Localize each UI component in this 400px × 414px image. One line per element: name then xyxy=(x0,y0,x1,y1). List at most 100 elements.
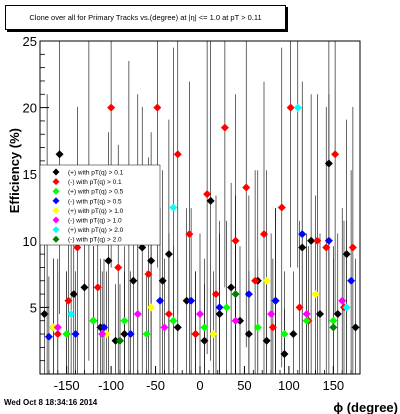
legend-label: (-) with pT(q) > 0.1 xyxy=(68,179,122,186)
data-point xyxy=(302,316,311,325)
legend-label: (+) with pT(q) > 1.0 xyxy=(68,208,124,215)
data-point xyxy=(338,296,347,305)
data-point xyxy=(209,330,218,339)
data-point xyxy=(129,276,138,285)
data-point xyxy=(262,276,271,285)
data-point xyxy=(182,296,191,305)
data-point xyxy=(277,203,286,212)
data-point xyxy=(93,283,102,292)
data-point xyxy=(147,303,156,312)
data-point xyxy=(62,330,71,339)
data-point xyxy=(351,323,360,332)
data-point xyxy=(311,290,320,299)
data-point xyxy=(260,230,268,239)
data-point xyxy=(215,310,224,319)
data-point xyxy=(251,276,260,285)
data-point xyxy=(147,256,156,265)
data-point xyxy=(267,310,276,319)
data-point xyxy=(298,230,307,239)
x-axis-label: ϕ (degree) xyxy=(333,400,398,414)
data-point xyxy=(169,316,178,325)
legend-label: (-) with pT(q) > 1.0 xyxy=(68,218,122,225)
data-point xyxy=(289,330,298,339)
y-tick-label: 25 xyxy=(23,34,37,49)
data-point xyxy=(262,336,271,345)
data-point xyxy=(231,290,240,299)
data-point xyxy=(268,323,277,332)
data-point xyxy=(203,190,212,199)
data-point xyxy=(138,243,147,252)
data-point xyxy=(73,243,82,252)
data-point xyxy=(144,270,153,279)
legend-label: (-) with pT(q) > 0.5 xyxy=(68,198,122,205)
data-point xyxy=(342,250,351,259)
data-point xyxy=(126,330,135,339)
data-point xyxy=(164,250,173,259)
data-point xyxy=(333,310,342,319)
data-point xyxy=(196,310,204,319)
data-point xyxy=(215,303,224,312)
x-tick-label: -50 xyxy=(146,378,165,393)
data-point xyxy=(231,316,240,325)
data-point xyxy=(324,159,333,168)
y-tick-label: 10 xyxy=(23,234,37,249)
data-point xyxy=(244,290,253,299)
data-point xyxy=(55,150,64,159)
data-point xyxy=(164,310,173,319)
data-point xyxy=(98,330,107,339)
x-tick-label: 150 xyxy=(322,378,344,393)
x-tick-label: -100 xyxy=(98,378,124,393)
y-axis-label: Efficiency (%) xyxy=(7,128,22,213)
data-point xyxy=(185,230,194,239)
data-point xyxy=(348,243,357,252)
legend-box xyxy=(39,164,161,246)
data-point xyxy=(69,290,78,299)
data-point xyxy=(295,303,304,312)
data-point xyxy=(116,336,124,345)
data-point xyxy=(253,323,262,332)
y-tick-label: 5 xyxy=(30,300,37,315)
x-axis-ticks: -150 -100 -50 0 50 100 150 xyxy=(48,366,352,393)
x-tick-label: 50 xyxy=(237,378,251,393)
data-point xyxy=(120,316,129,325)
legend-marker xyxy=(52,178,60,186)
data-point xyxy=(158,276,167,285)
data-point xyxy=(220,123,229,132)
legend: (+) with pT(q) > 0.1 (-) with pT(q) > 0.1… xyxy=(52,168,124,244)
data-point xyxy=(40,310,49,319)
data-point xyxy=(227,283,236,292)
data-point xyxy=(173,323,182,332)
data-point xyxy=(53,330,62,339)
data-point xyxy=(187,296,196,305)
data-point xyxy=(200,323,209,332)
data-point xyxy=(142,330,151,339)
chart-title: Clone over all for Primary Tracks vs.(de… xyxy=(5,5,286,30)
data-point xyxy=(322,243,331,252)
data-point xyxy=(53,323,62,332)
data-point xyxy=(200,336,209,345)
data-point xyxy=(71,330,80,339)
data-point xyxy=(293,103,302,112)
data-point xyxy=(286,103,295,112)
data-point xyxy=(100,323,108,332)
legend-marker xyxy=(52,226,60,234)
legend-marker xyxy=(52,187,60,195)
data-point xyxy=(231,236,240,245)
data-point xyxy=(324,236,333,245)
data-point xyxy=(329,323,338,332)
data-point xyxy=(153,103,162,112)
legend-label: (+) with pT(q) > 0.5 xyxy=(68,189,124,196)
data-point xyxy=(271,296,280,305)
data-point xyxy=(280,350,289,359)
data-point xyxy=(302,310,311,319)
data-point xyxy=(173,150,182,159)
data-point xyxy=(347,276,356,285)
data-point xyxy=(222,303,231,312)
data-point xyxy=(191,330,200,339)
data-point xyxy=(80,283,89,292)
data-point xyxy=(242,183,251,192)
data-point xyxy=(156,296,164,305)
data-point xyxy=(236,316,244,325)
legend-label: (+) with pT(q) > 0.1 xyxy=(68,170,124,177)
